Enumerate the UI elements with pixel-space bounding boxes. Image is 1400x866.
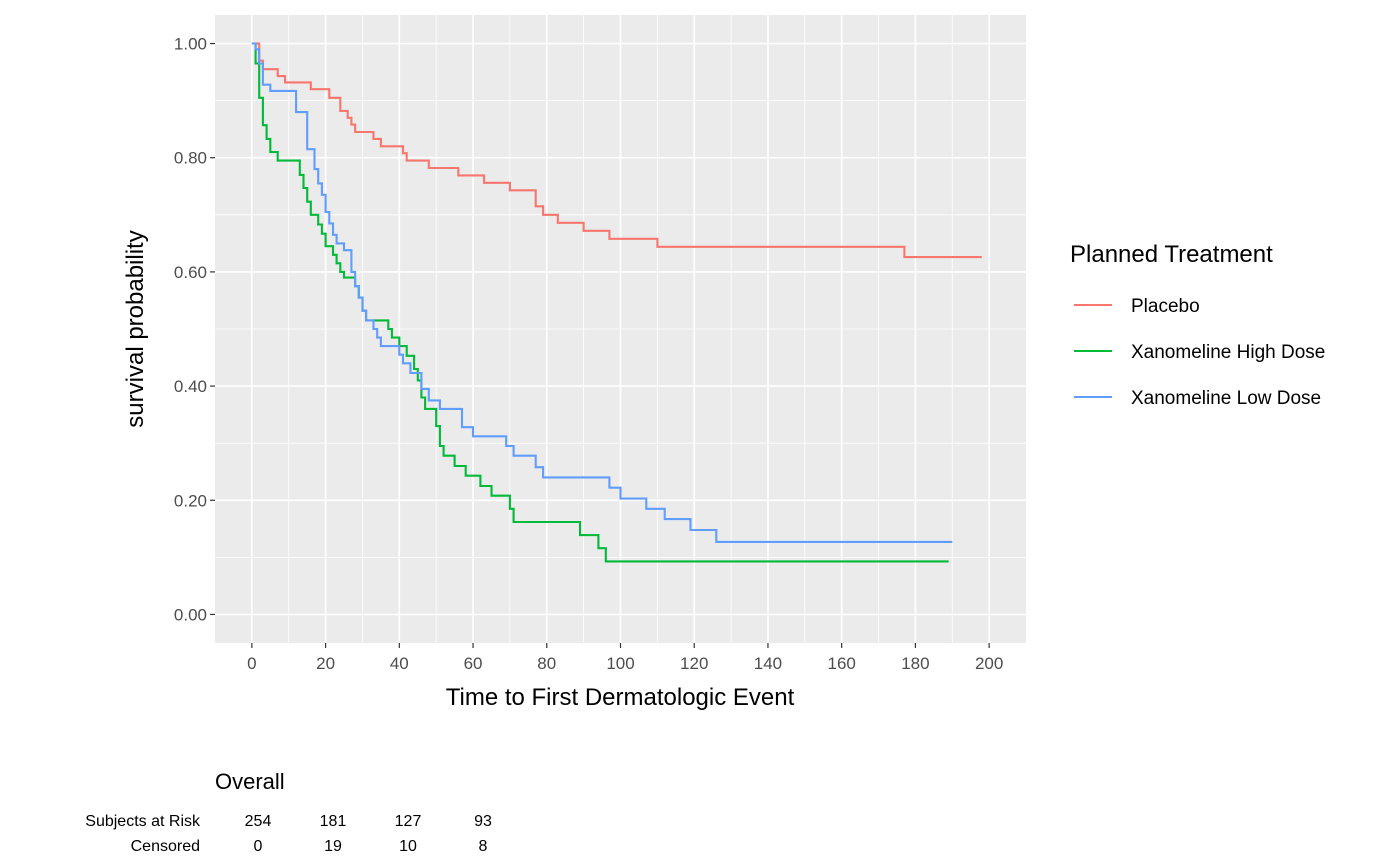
x-tick-label: 100: [606, 654, 634, 673]
risk-cell: 127: [395, 813, 422, 830]
x-tick-label: 40: [390, 654, 409, 673]
legend-label: Placebo: [1131, 296, 1200, 317]
risk-table-title: Overall: [215, 769, 285, 794]
y-tick-label: 0.60: [174, 263, 207, 282]
survival-curves: [251, 42, 982, 563]
risk-table-rows: Subjects at Risk 254 181 127 93 Censored 0 19 10…: [85, 813, 492, 855]
x-tick-label: 0: [247, 654, 256, 673]
x-tick-label: 20: [316, 654, 335, 673]
legend: Planned Treatment Placebo Xanomeline High…: [1070, 241, 1325, 409]
risk-cell: 8: [479, 838, 488, 855]
y-tick-label: 0.80: [174, 149, 207, 168]
y-axis-title: survival probability: [122, 230, 149, 427]
y-tick-label: 0.00: [174, 605, 207, 624]
risk-cell: 10: [399, 838, 417, 855]
legend-items: Placebo Xanomeline High Dose Xanomeline Lo…: [1074, 296, 1325, 409]
risk-cell: 0: [254, 838, 263, 855]
legend-label: Xanomeline Low Dose: [1131, 388, 1321, 409]
y-tick-label: 0.20: [174, 491, 207, 510]
x-axis-ticks: 0 20 40 60 80 100 120 140 160 180 200: [247, 643, 1003, 673]
legend-title: Planned Treatment: [1070, 241, 1273, 268]
risk-row-label: Subjects at Risk: [85, 813, 201, 830]
x-tick-label: 200: [975, 654, 1003, 673]
risk-cell: 181: [320, 813, 347, 830]
series-line-placebo: [251, 42, 982, 259]
x-tick-label: 60: [464, 654, 483, 673]
risk-cell: 19: [324, 838, 342, 855]
x-tick-label: 160: [827, 654, 855, 673]
x-tick-label: 180: [901, 654, 929, 673]
risk-row-label: Censored: [131, 838, 200, 855]
y-axis-ticks: 0.00 0.20 0.40 0.60 0.80 1.00: [174, 35, 215, 624]
major-gridlines: [215, 15, 1026, 643]
x-axis-title: Time to First Dermatologic Event: [446, 684, 795, 711]
series-line-xanomeline-low-dose: [251, 42, 953, 543]
risk-cell: 93: [474, 813, 492, 830]
x-tick-label: 140: [754, 654, 782, 673]
x-tick-label: 120: [680, 654, 708, 673]
x-tick-label: 80: [537, 654, 556, 673]
y-tick-label: 0.40: [174, 377, 207, 396]
legend-label: Xanomeline High Dose: [1131, 342, 1325, 363]
risk-table: Overall Subjects at Risk 254 181 127 93 Censo…: [85, 769, 492, 855]
y-tick-label: 1.00: [174, 35, 207, 54]
risk-cell: 254: [245, 813, 272, 830]
